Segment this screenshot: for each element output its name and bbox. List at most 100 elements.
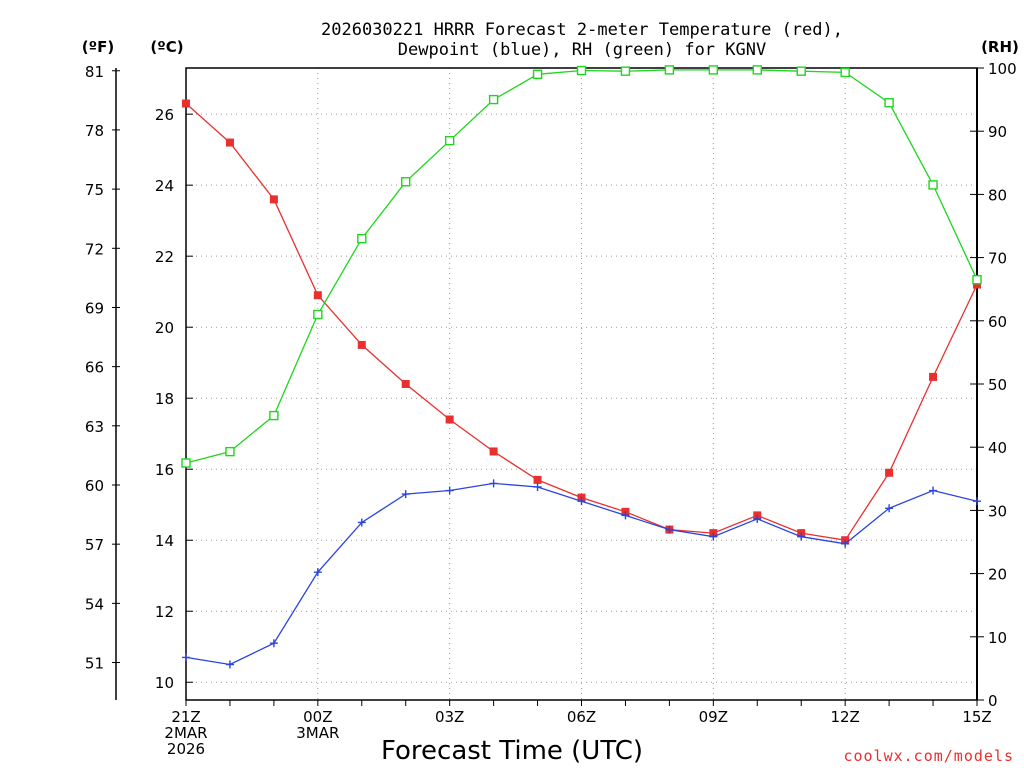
rh-point bbox=[840, 67, 850, 78]
chart-title-line1: 2026030221 HRRR Forecast 2-meter Tempera… bbox=[321, 20, 843, 40]
temperature-point bbox=[973, 280, 981, 289]
dewpoint-point bbox=[621, 511, 630, 520]
dewpoint-point bbox=[841, 539, 850, 548]
fahrenheit-tick-label: 72 bbox=[85, 240, 104, 258]
dewpoint-point-glyph bbox=[885, 504, 894, 513]
rh-point bbox=[488, 94, 499, 105]
rh-point bbox=[972, 275, 982, 285]
temperature-point bbox=[533, 475, 542, 484]
temperature-point bbox=[357, 340, 366, 349]
dewpoint-point bbox=[533, 482, 542, 491]
fahrenheit-tick-label: 81 bbox=[85, 63, 104, 81]
rh-tick-label: 100 bbox=[988, 60, 1017, 78]
x-tick-label: 21Z bbox=[171, 708, 200, 726]
x-tick-label: 06Z bbox=[567, 708, 596, 726]
dewpoint-point bbox=[489, 479, 498, 488]
dewpoint-point-glyph bbox=[621, 511, 630, 520]
celsius-unit-label: (ºC) bbox=[150, 38, 183, 56]
credit-link[interactable]: coolwx.com/models bbox=[843, 747, 1014, 765]
celsius-tick-label: 24 bbox=[155, 177, 174, 195]
rh-tick-label: 70 bbox=[988, 250, 1007, 268]
fahrenheit-tick-label: 57 bbox=[85, 536, 104, 554]
fahrenheit-tick-label: 66 bbox=[85, 359, 104, 377]
dewpoint-point bbox=[665, 525, 674, 534]
chart-title-line2: Dewpoint (blue), RH (green) for KGNV bbox=[398, 40, 766, 60]
dewpoint-point-glyph bbox=[401, 490, 410, 499]
rh-tick-label: 20 bbox=[988, 566, 1007, 584]
dewpoint-point-glyph bbox=[665, 525, 674, 534]
temperature-point bbox=[313, 291, 322, 300]
rh-tick-label: 0 bbox=[988, 692, 998, 710]
x-tick-date-label: 3MAR bbox=[296, 724, 339, 742]
fahrenheit-tick-label: 75 bbox=[85, 181, 104, 199]
axis-ticks: 10 12 14 16 18 20 22 24 26 51 54 57 60 63 66 69 72 75 78 81… bbox=[85, 60, 1017, 758]
rh-point bbox=[576, 65, 587, 76]
dewpoint-point bbox=[929, 486, 938, 495]
rh-point bbox=[796, 66, 806, 76]
temperature-point bbox=[929, 372, 938, 381]
dewpoint-point bbox=[709, 532, 718, 541]
dewpoint-point bbox=[182, 653, 190, 662]
celsius-tick-label: 22 bbox=[155, 248, 174, 266]
rh-point bbox=[357, 233, 367, 244]
x-tick-label: 12Z bbox=[830, 708, 859, 726]
x-tick-date-label: 2MAR bbox=[164, 724, 207, 742]
x-tick-date-label: 2026 bbox=[167, 740, 205, 758]
rh-point bbox=[752, 65, 762, 75]
temperature-point bbox=[885, 468, 894, 477]
rh-point bbox=[708, 65, 719, 75]
dewpoint-point bbox=[797, 532, 806, 541]
dewpoint-point-glyph bbox=[709, 532, 718, 541]
rh-tick-label: 90 bbox=[988, 123, 1007, 141]
rh-point bbox=[181, 458, 191, 468]
dewpoint-point bbox=[401, 490, 410, 499]
rh-point bbox=[884, 98, 894, 108]
temperature-point bbox=[489, 447, 498, 456]
temperature-point bbox=[225, 138, 234, 147]
temperature-point bbox=[445, 415, 454, 424]
rh-point bbox=[313, 309, 323, 320]
temperature-point bbox=[401, 380, 410, 388]
dewpoint-point bbox=[445, 486, 454, 495]
rh-point bbox=[532, 69, 543, 80]
rh-point bbox=[269, 410, 279, 421]
series-lines bbox=[181, 65, 982, 669]
x-tick-label: 00Z bbox=[303, 708, 332, 726]
rh-tick-label: 60 bbox=[988, 313, 1007, 331]
temperature-point bbox=[182, 99, 190, 108]
rh-unit-label: (RH) bbox=[981, 38, 1019, 56]
rh-point bbox=[928, 180, 938, 190]
rh-point bbox=[444, 135, 455, 146]
celsius-tick-label: 10 bbox=[155, 674, 174, 692]
dewpoint-point-glyph bbox=[225, 660, 234, 669]
x-axis-label: Forecast Time (UTC) bbox=[381, 736, 643, 766]
rh-point bbox=[664, 65, 675, 75]
dewpoint-point bbox=[577, 497, 586, 506]
temperature-series-line bbox=[185, 103, 978, 541]
dewpoint-point-glyph bbox=[182, 653, 190, 662]
dewpoint-point-glyph bbox=[445, 486, 454, 495]
rh-tick-label: 30 bbox=[988, 502, 1007, 520]
fahrenheit-tick-label: 78 bbox=[85, 122, 104, 140]
celsius-tick-label: 12 bbox=[155, 603, 174, 621]
dewpoint-point-glyph bbox=[753, 514, 762, 523]
dewpoint-point bbox=[225, 660, 234, 669]
dewpoint-point-glyph bbox=[841, 539, 850, 548]
dewpoint-point-glyph bbox=[929, 486, 938, 495]
rh-tick-label: 80 bbox=[988, 186, 1007, 204]
rh-tick-label: 50 bbox=[988, 376, 1007, 394]
rh-point bbox=[225, 446, 235, 457]
rh-tick-label: 40 bbox=[988, 439, 1007, 457]
fahrenheit-tick-label: 51 bbox=[85, 655, 104, 673]
x-tick-label: 03Z bbox=[435, 708, 464, 726]
celsius-tick-label: 14 bbox=[155, 532, 174, 550]
dewpoint-point-glyph bbox=[269, 639, 278, 648]
fahrenheit-tick-label: 54 bbox=[85, 595, 104, 613]
dewpoint-point-glyph bbox=[357, 518, 366, 527]
x-tick-label: 09Z bbox=[699, 708, 728, 726]
dewpoint-point-glyph bbox=[577, 497, 586, 506]
dewpoint-point bbox=[753, 514, 762, 523]
temperature-point bbox=[269, 195, 278, 204]
dewpoint-point-glyph bbox=[533, 482, 542, 491]
